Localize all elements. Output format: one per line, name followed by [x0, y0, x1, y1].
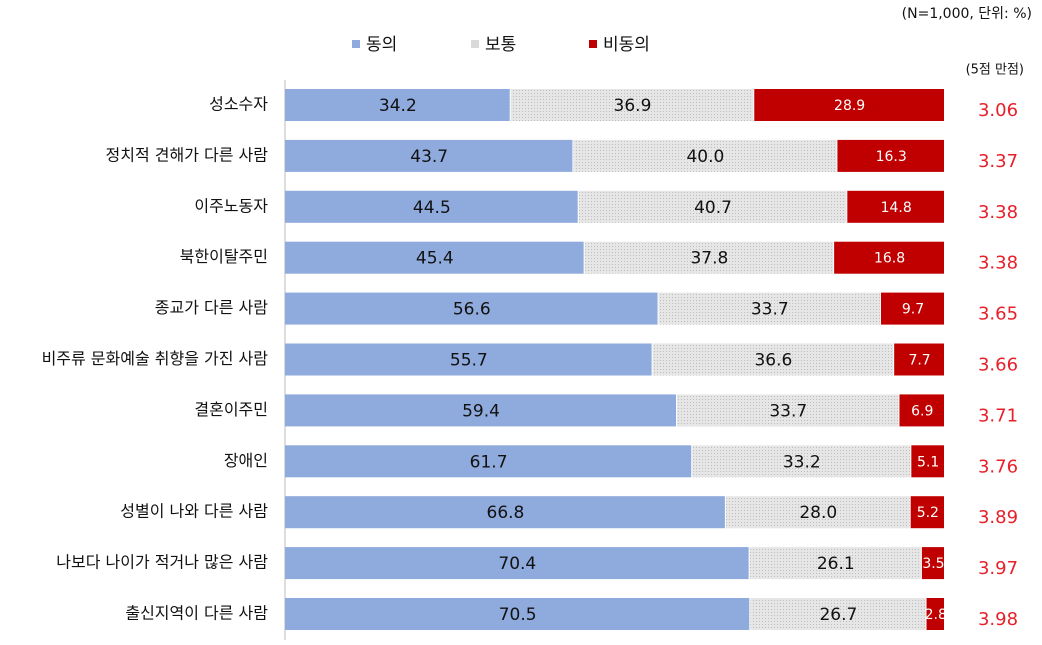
- value-label: 2.8: [925, 607, 947, 623]
- score: 3.06: [978, 100, 1018, 121]
- value-label: 40.0: [686, 147, 724, 167]
- bar-segment: [285, 547, 749, 580]
- value-label: 33.7: [769, 401, 807, 421]
- bar-segment: [911, 445, 944, 478]
- category-label: 결혼이주민: [194, 400, 268, 419]
- score: 3.65: [978, 304, 1018, 325]
- bar-segment: [285, 496, 725, 529]
- legend-label: 비동의: [603, 35, 650, 55]
- bar-segment: [285, 292, 658, 325]
- category-label: 출신지역이 다른 사람: [125, 604, 268, 623]
- value-label: 26.7: [819, 605, 857, 625]
- bar-segment: [677, 394, 899, 427]
- value-label: 5.1: [917, 454, 939, 470]
- score: 3.37: [978, 151, 1018, 172]
- value-label: 9.7: [902, 302, 924, 318]
- category-label: 종교가 다른 사람: [155, 298, 268, 317]
- bar-segment: [754, 89, 944, 121]
- bar-segment: [910, 496, 944, 529]
- value-label: 45.4: [416, 249, 454, 269]
- value-label: 59.4: [462, 401, 500, 421]
- legend-label: 동의: [366, 35, 397, 55]
- legend-swatch: [589, 40, 597, 48]
- value-label: 36.6: [754, 351, 792, 371]
- bar-segment: [834, 241, 944, 274]
- bar-segment: [921, 547, 944, 580]
- value-label: 55.7: [450, 351, 488, 371]
- bar-segment: [285, 190, 578, 223]
- bar-segment: [285, 343, 652, 376]
- legend-swatch: [471, 40, 479, 48]
- value-label: 70.4: [498, 554, 536, 574]
- value-label: 33.7: [751, 300, 789, 320]
- bar-segment: [749, 547, 921, 580]
- category-label: 이주노동자: [194, 196, 268, 215]
- bar-segment: [285, 139, 573, 172]
- bar-segment: [584, 241, 834, 274]
- bar-segment: [652, 343, 894, 376]
- category-label: 정치적 견해가 다른 사람: [106, 145, 269, 164]
- bar-segment: [899, 394, 944, 427]
- score: 3.76: [978, 456, 1018, 477]
- value-label: 33.2: [783, 452, 821, 472]
- score: 3.38: [978, 253, 1018, 274]
- score: 3.71: [978, 405, 1018, 426]
- score: 3.89: [978, 507, 1018, 528]
- category-label: 장애인: [224, 451, 268, 470]
- value-label: 7.7: [908, 353, 930, 369]
- value-label: 61.7: [470, 452, 508, 472]
- legend-label: 보통: [485, 35, 516, 55]
- category-label: 비주류 문화예술 취향을 가진 사람: [42, 349, 269, 368]
- note: (N=1,000, 단위: %): [902, 6, 1032, 22]
- value-label: 70.5: [499, 605, 537, 625]
- value-label: 28.0: [799, 503, 837, 523]
- category-label: 성별이 나와 다른 사람: [120, 502, 268, 521]
- value-label: 37.8: [690, 249, 728, 269]
- score: 3.98: [978, 609, 1018, 630]
- value-label: 5.2: [917, 505, 939, 521]
- category-label: 북한이탈주민: [180, 247, 268, 266]
- bar-segment: [658, 292, 880, 325]
- value-label: 14.8: [881, 200, 912, 216]
- value-label: 43.7: [410, 147, 448, 167]
- bar-segment: [285, 445, 692, 478]
- score-note: (5점 만점): [966, 63, 1024, 78]
- value-label: 56.6: [453, 300, 491, 320]
- bar-segment: [880, 292, 944, 325]
- bar-segment: [285, 394, 677, 427]
- value-label: 28.9: [834, 98, 865, 114]
- value-label: 16.3: [876, 149, 907, 165]
- category-label: 성소수자: [209, 95, 268, 114]
- bar-segment: [285, 89, 510, 121]
- value-label: 36.9: [614, 96, 652, 116]
- bar-segment: [510, 89, 754, 121]
- score: 3.97: [978, 558, 1018, 579]
- bar-segment: [578, 190, 847, 223]
- value-label: 6.9: [911, 403, 933, 419]
- value-label: 26.1: [817, 554, 855, 574]
- value-label: 34.2: [379, 96, 417, 116]
- value-label: 40.7: [694, 198, 732, 218]
- value-label: 16.8: [874, 251, 905, 267]
- bar-segment: [750, 598, 926, 630]
- category-label: 나보다 나이가 적거나 많은 사람: [56, 553, 268, 572]
- bar-segment: [285, 598, 750, 630]
- bar-segment: [573, 139, 837, 172]
- value-label: 66.8: [487, 503, 525, 523]
- legend-swatch: [352, 40, 360, 48]
- bar-segment: [285, 241, 584, 274]
- value-label: 3.5: [922, 556, 944, 572]
- bar-segment: [847, 190, 944, 223]
- score: 3.38: [978, 202, 1018, 223]
- bar-segment: [725, 496, 910, 529]
- bar-segment: [837, 139, 944, 172]
- bar-segment: [692, 445, 911, 478]
- value-label: 44.5: [413, 198, 451, 218]
- bar-segment: [926, 598, 944, 630]
- bar-segment: [894, 343, 944, 376]
- score: 3.66: [978, 355, 1018, 376]
